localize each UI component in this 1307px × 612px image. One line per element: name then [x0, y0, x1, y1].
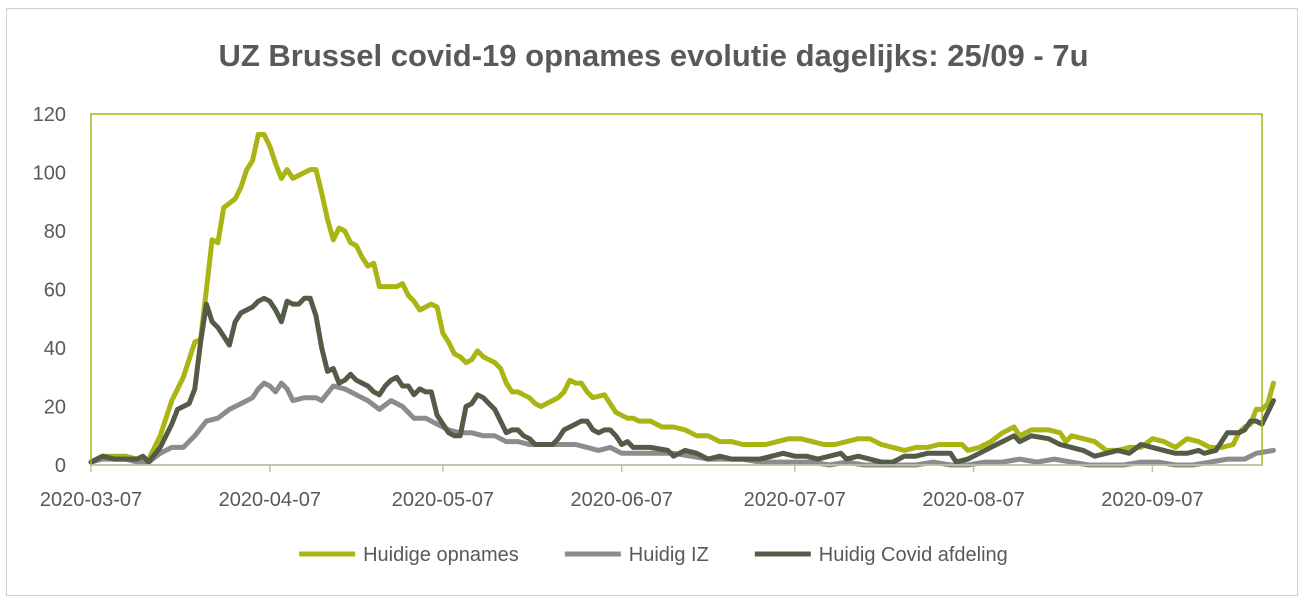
legend-label: Huidig Covid afdeling — [819, 544, 1008, 566]
y-axis: 0 20 40 60 80 100 120 — [33, 104, 66, 477]
x-tick-label: 2020-06-07 — [571, 489, 673, 511]
x-tick-label: 2020-05-07 — [392, 489, 494, 511]
y-tick-label: 100 — [33, 163, 66, 185]
chart-title: UZ Brussel covid-19 opnames evolutie dag… — [218, 38, 1089, 73]
series-line-2 — [88, 380, 1276, 468]
x-axis: 2020-03-07 2020-04-07 2020-05-07 2020-06-07… — [40, 465, 1204, 511]
legend-item: Huidig Covid afdeling — [754, 544, 1008, 566]
y-tick-label: 120 — [33, 104, 66, 126]
x-tick-label: 2020-08-07 — [922, 489, 1024, 511]
x-tick-label: 2020-07-07 — [744, 489, 846, 511]
chart-frame — [6, 8, 1298, 596]
y-tick-label: 40 — [44, 338, 66, 360]
x-tick-label: 2020-03-07 — [40, 489, 142, 511]
legend: Huidige opnames Huidig IZ Huidig Covid afd… — [299, 544, 1008, 566]
y-tick-label: 0 — [55, 455, 66, 477]
legend-item: Huidig IZ — [564, 544, 709, 566]
plot-area-border — [90, 113, 1263, 466]
y-tick-label: 20 — [44, 397, 66, 419]
series-line-3 — [88, 295, 1276, 465]
x-tick-label: 2020-09-07 — [1101, 489, 1203, 511]
y-tick-label: 60 — [44, 280, 66, 302]
legend-item: Huidige opnames — [299, 544, 519, 566]
y-tick-label: 80 — [44, 221, 66, 243]
legend-label: Huidige opnames — [363, 544, 519, 566]
x-tick-label: 2020-04-07 — [219, 489, 321, 511]
series-lines — [88, 132, 1276, 468]
legend-label: Huidig IZ — [629, 544, 709, 566]
series-line-1 — [88, 132, 1276, 465]
